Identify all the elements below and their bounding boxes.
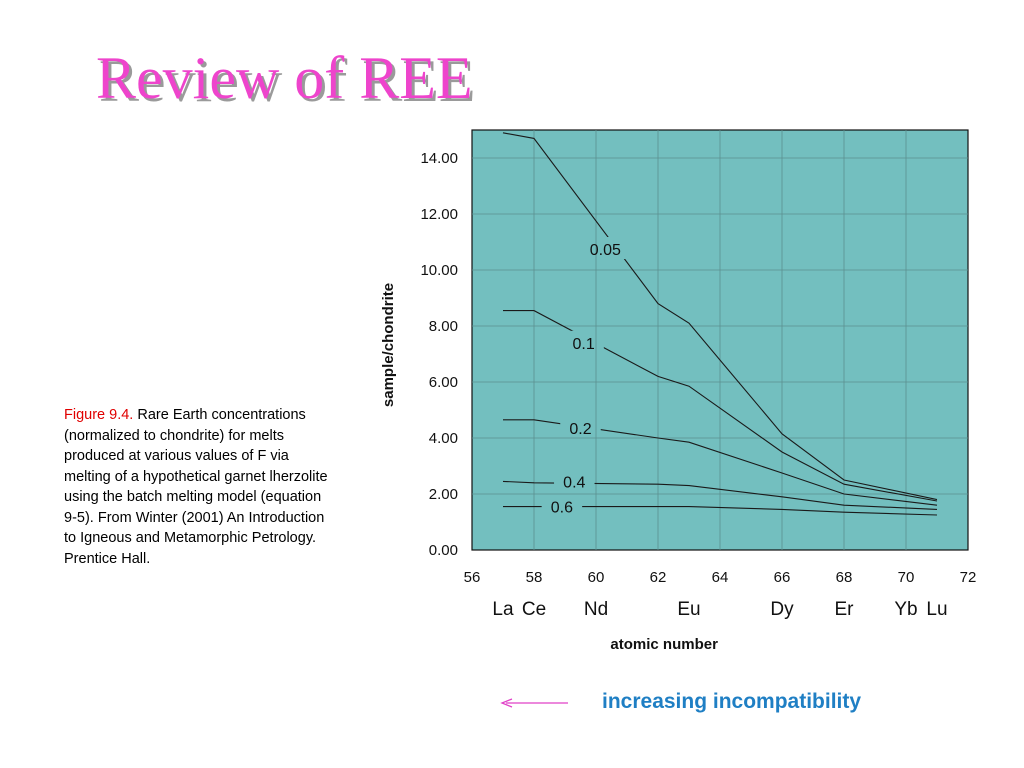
y-tick-label-4: 8.00 [429,318,458,335]
caption-text: Rare Earth concentrations (normalized to… [64,407,328,567]
x-tick-labels: 56 58 60 62 64 66 68 70 72 [464,569,977,586]
x-tick-label-8: 72 [960,569,977,586]
series-line-0.2 [503,419,938,506]
series-line-0.4 [502,480,938,510]
element-label-la: La [492,599,514,620]
x-tick-label-5: 66 [774,569,791,586]
x-tick-label-0: 56 [464,569,481,586]
element-label-lu: Lu [926,599,947,620]
element-label-eu: Eu [677,599,700,620]
series-line-0.05 [502,132,938,501]
figure-caption: Figure 9.4. Rare Earth concentrations (n… [64,405,336,569]
series-label-0.1: 0.1 [572,336,594,353]
element-label-dy: Dy [770,599,794,620]
element-label-nd: Nd [584,599,608,620]
y-tick-label-2: 4.00 [429,430,458,447]
series-label-0.6: 0.6 [551,500,573,517]
y-tick-labels: 0.00 2.00 4.00 6.00 8.00 10.00 12.00 14.00 [420,150,458,559]
element-label-yb: Yb [894,599,917,620]
figure-reference: Figure 9.4. [64,407,134,423]
x-tick-label-6: 68 [836,569,853,586]
series-line-0.6 [503,506,938,516]
slide-title: Review of REE [96,45,473,111]
series-label-0.05: 0.05 [590,242,621,259]
x-tick-label-7: 70 [898,569,915,586]
y-tick-label-7: 14.00 [420,150,458,167]
element-label-er: Er [835,599,855,620]
series-label-0.4: 0.4 [563,474,585,491]
arrow-left-icon [500,698,568,708]
element-label-ce: Ce [522,599,546,620]
y-tick-label-3: 6.00 [429,374,458,391]
y-tick-label-1: 2.00 [429,486,458,503]
x-tick-label-3: 62 [650,569,667,586]
y-axis-label: sample/chondrite [380,283,397,407]
y-tick-label-0: 0.00 [429,542,458,559]
x-tick-label-2: 60 [588,569,605,586]
y-tick-label-5: 10.00 [420,262,458,279]
series-lines: 0.05 0.1 0.2 0.4 0.6 [502,132,938,517]
series-line-0.1 [503,310,938,502]
increasing-incompatibility-label: increasing incompatibility [602,690,862,713]
element-labels: La Ce Nd Eu Dy Er Yb Lu [492,599,947,620]
x-tick-label-4: 64 [712,569,729,586]
y-tick-label-6: 12.00 [420,206,458,223]
x-tick-label-1: 58 [526,569,543,586]
series-label-0.2: 0.2 [569,421,591,438]
x-axis-label: atomic number [610,636,718,653]
grid-lines [472,130,968,550]
